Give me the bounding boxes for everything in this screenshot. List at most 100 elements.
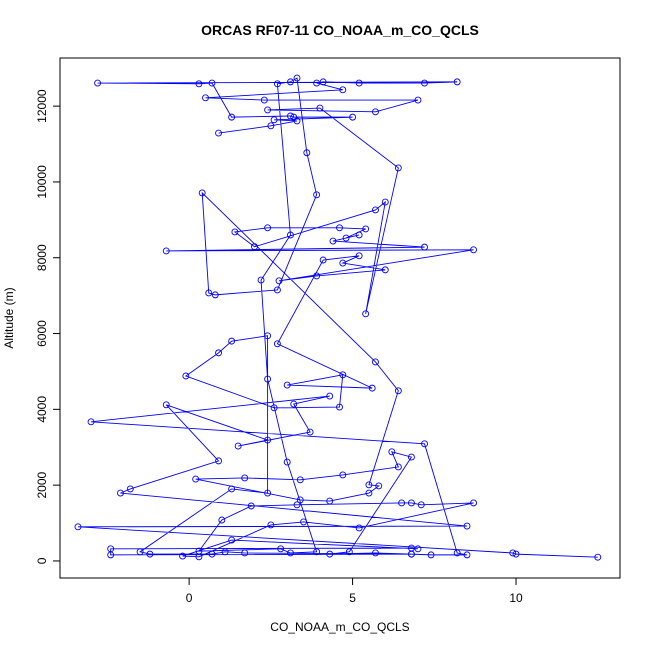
y-axis-label: Altitude (m) <box>2 287 16 348</box>
data-point <box>342 234 350 242</box>
data-point <box>394 463 402 471</box>
data-point <box>208 550 216 558</box>
data-point <box>414 96 422 104</box>
data-point <box>228 337 236 345</box>
data-point <box>470 499 477 507</box>
data-point <box>388 448 396 456</box>
data-point <box>421 440 428 448</box>
data-point <box>313 548 321 556</box>
y-tick-label: 8000 <box>35 244 49 271</box>
data-point <box>375 482 383 490</box>
data-point <box>136 548 144 556</box>
data-point <box>319 78 327 86</box>
data-point <box>74 523 82 531</box>
data-point <box>339 259 347 267</box>
y-tick-label: 12000 <box>35 89 49 123</box>
data-point <box>313 191 321 199</box>
data-point <box>126 485 134 493</box>
data-point <box>394 164 402 172</box>
data-point <box>218 516 226 524</box>
data-point <box>365 489 373 497</box>
data-point <box>463 522 471 530</box>
data-point <box>273 286 281 294</box>
x-axis-label: CO_NOAA_m_CO_QCLS <box>270 620 409 634</box>
data-point <box>512 550 520 558</box>
data-point <box>293 74 301 82</box>
data-point <box>215 129 223 137</box>
data-point <box>326 550 334 558</box>
data-point <box>372 358 379 366</box>
data-point <box>407 499 415 507</box>
data-point <box>283 458 291 466</box>
data-point <box>273 80 281 88</box>
data-point <box>264 436 272 444</box>
data-point <box>398 499 406 507</box>
data-point <box>407 453 415 461</box>
data-point <box>205 289 213 297</box>
data-point <box>306 428 314 436</box>
data-point <box>215 349 223 357</box>
data-point <box>326 497 334 505</box>
data-point <box>372 206 379 214</box>
data-point <box>414 545 422 553</box>
data-point <box>287 549 294 557</box>
data-point <box>264 489 272 497</box>
data-point <box>195 80 203 88</box>
data-point <box>192 475 200 483</box>
data-point <box>264 106 272 114</box>
data-point <box>94 79 102 87</box>
x-tick-label: 10 <box>509 591 523 605</box>
data-point <box>257 276 265 284</box>
y-tick-label: 2000 <box>35 471 49 498</box>
data-point <box>267 521 275 529</box>
data-point <box>260 96 268 104</box>
data-point <box>264 332 272 340</box>
data-point <box>463 551 471 559</box>
data-point <box>195 547 203 555</box>
data-point <box>221 548 229 556</box>
data-point <box>319 256 327 264</box>
y-tick-label: 0 <box>35 557 49 564</box>
data-point <box>270 404 278 412</box>
data-point <box>117 489 124 497</box>
data-point <box>287 231 294 239</box>
y-tick-label: 10000 <box>35 165 49 199</box>
data-point <box>202 94 209 102</box>
data-point <box>287 112 294 120</box>
data-point <box>273 340 281 348</box>
data-point <box>264 375 272 383</box>
data-point <box>509 549 517 557</box>
data-point <box>339 471 347 479</box>
data-point <box>270 116 278 124</box>
data-point <box>296 476 304 484</box>
data-point <box>326 392 334 400</box>
data-point <box>228 113 236 121</box>
data-point <box>453 78 461 86</box>
data-point <box>417 501 425 509</box>
data-point <box>313 79 321 87</box>
plot-box <box>59 57 621 579</box>
data-point <box>293 117 301 125</box>
data-point <box>162 247 170 255</box>
data-point <box>107 545 115 553</box>
data-point <box>290 400 298 408</box>
data-point <box>372 549 379 557</box>
data-point <box>381 266 389 274</box>
data-point <box>296 496 304 504</box>
y-tick-label: 6000 <box>35 320 49 347</box>
data-point <box>329 237 337 245</box>
data-point <box>355 252 363 260</box>
data-point <box>349 113 357 121</box>
data-point <box>234 442 242 450</box>
data-point <box>355 79 363 87</box>
data-point <box>453 549 461 557</box>
data-point <box>231 228 239 236</box>
data-point <box>368 384 376 392</box>
data-point <box>355 231 363 239</box>
data-point <box>179 552 187 560</box>
data-point <box>87 418 95 426</box>
data-point <box>407 550 415 558</box>
data-point <box>293 501 301 509</box>
data-point <box>198 189 206 197</box>
